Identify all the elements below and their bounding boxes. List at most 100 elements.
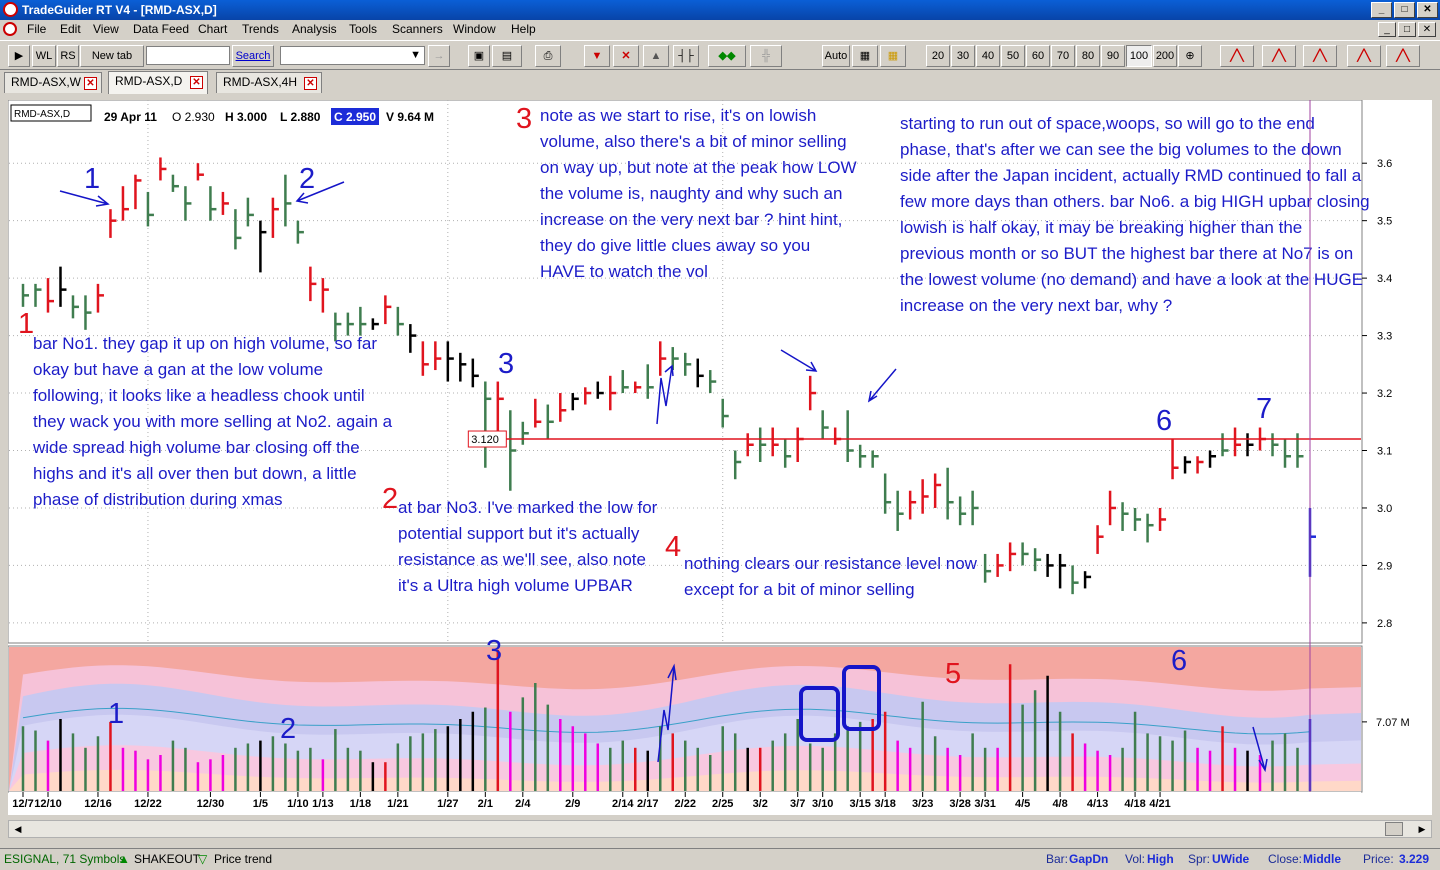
zoom-70-button[interactable]: 70 <box>1051 45 1075 67</box>
status-bar: ESIGNAL, 71 Symbols ▲ SHAKEOUT ▽ Price t… <box>0 848 1440 870</box>
zoom-20-button[interactable]: 20 <box>926 45 950 67</box>
mdi-restore-button[interactable]: □ <box>1398 22 1416 37</box>
search-dropdown[interactable]: ▼ <box>280 46 425 65</box>
annotation-number: 3 <box>498 348 514 380</box>
menu-window[interactable]: Window <box>453 22 496 36</box>
price-tick-label: 3.4 <box>1377 273 1392 285</box>
menu-view[interactable]: View <box>93 22 119 36</box>
zoom-50-button[interactable]: 50 <box>1001 45 1025 67</box>
mdi-minimize-button[interactable]: _ <box>1378 22 1396 37</box>
zoom-100-button[interactable]: 100 <box>1126 45 1152 67</box>
tab-rmd-4h[interactable]: RMD-ASX,4H ✕ <box>216 72 322 93</box>
bar-down-icon[interactable]: ▼ <box>584 45 610 67</box>
new-tab-button[interactable]: New tab <box>80 45 144 67</box>
price-volume-chart[interactable]: 3.63.53.43.33.23.13.02.92.87.07 M 12/7 12… <box>8 100 1432 815</box>
menu-data-feed[interactable]: Data Feed <box>133 22 190 36</box>
price-bar <box>696 358 704 388</box>
menu-trends[interactable]: Trends <box>242 22 279 36</box>
x-axis-labels: 12/7 12/10 12/16 12/22 12/30 1/5 1/10 1/13 1/18 1… <box>9 792 1361 810</box>
price-trend-icon: ▽ <box>198 852 208 866</box>
x-tick-label: 2/17 <box>637 798 658 810</box>
price-bar <box>1146 513 1154 543</box>
bar-updown-icon[interactable]: ✕ <box>613 45 639 67</box>
tab-rmd-daily[interactable]: RMD-ASX,D ✕ <box>108 71 208 94</box>
resistance-line: 3.120 <box>467 430 1361 448</box>
price-bar <box>171 174 179 192</box>
price-bar <box>121 186 129 221</box>
price-bar <box>1271 433 1279 457</box>
play-icon[interactable]: ▶ <box>8 45 30 67</box>
annotation-number: 2 <box>382 483 398 515</box>
wl-button[interactable]: WL <box>32 45 56 67</box>
price-bar <box>1108 490 1117 526</box>
scroll-thumb[interactable] <box>1385 822 1403 836</box>
ohlc-icon[interactable]: ┤├ <box>673 45 699 67</box>
price-bar <box>908 490 917 520</box>
menu-tools[interactable]: Tools <box>349 22 378 36</box>
close-icon[interactable]: ✕ <box>84 77 97 90</box>
zoom-80-button[interactable]: 80 <box>1076 45 1100 67</box>
go-icon[interactable]: → <box>428 45 450 67</box>
auto-button[interactable]: Auto <box>822 45 850 67</box>
scroll-right-icon[interactable]: ▶ <box>1418 824 1426 834</box>
annotation-number: 5 <box>945 658 961 690</box>
close-icon[interactable]: ✕ <box>190 76 203 89</box>
close-icon[interactable]: ✕ <box>304 77 317 90</box>
save-icon[interactable]: ▣ <box>468 45 490 67</box>
bar-neutral-icon[interactable]: ▲ <box>643 45 669 67</box>
volume-boxes <box>799 665 881 742</box>
window-title: TradeGuider RT V4 - [RMD-ASX,D] <box>22 3 217 17</box>
layout-icon[interactable]: ▦ <box>852 45 878 67</box>
price-bar <box>1046 553 1054 577</box>
trend5-icon[interactable]: ╱╲ <box>1386 45 1420 67</box>
price-bar <box>159 157 167 181</box>
zoom-60-button[interactable]: 60 <box>1026 45 1050 67</box>
menu-scanners[interactable]: Scanners <box>392 22 443 36</box>
print-icon[interactable]: ⎙ <box>535 45 561 67</box>
symbol-input[interactable] <box>146 46 230 65</box>
price-tick-label: 2.8 <box>1377 618 1392 630</box>
scroll-left-icon[interactable]: ◀ <box>14 824 22 834</box>
menu-edit[interactable]: Edit <box>60 22 81 36</box>
menu-chart[interactable]: Chart <box>198 22 228 36</box>
menu-help[interactable]: Help <box>511 22 536 36</box>
rs-button[interactable]: RS <box>57 45 79 67</box>
toolbar: ▶ WL RS New tab Search ▼ → ▣ ▤ ⎙ ▼ ✕ ▲ ┤… <box>0 40 1440 70</box>
price-bar <box>983 553 992 583</box>
price-bar <box>271 197 279 238</box>
trend3-icon[interactable]: ╱╲ <box>1303 45 1337 67</box>
price-bar <box>59 266 67 307</box>
annotation-number: 6 <box>1156 405 1172 437</box>
maximize-button[interactable]: □ <box>1394 2 1415 18</box>
menu-analysis[interactable]: Analysis <box>292 22 337 36</box>
close-button[interactable]: ✕ <box>1417 2 1438 18</box>
open-icon[interactable]: ▤ <box>492 45 522 67</box>
indicator-icon[interactable]: ◆◆ <box>708 45 746 67</box>
menu-file[interactable]: File <box>27 22 47 36</box>
horizontal-scrollbar[interactable]: ◀ ▶ <box>8 820 1432 838</box>
layout2-icon[interactable]: ▦ <box>880 45 906 67</box>
price-bar <box>758 427 767 462</box>
minimize-button[interactable]: _ <box>1371 2 1392 18</box>
annotation-text: note as we start to rise, it's on lowish… <box>540 106 857 281</box>
annotation-text: starting to run out of space,woops, so w… <box>900 114 1370 315</box>
mdi-close-button[interactable]: ✕ <box>1418 22 1436 37</box>
price-bar <box>246 197 254 227</box>
price-bar <box>396 306 404 336</box>
zoom-30-button[interactable]: 30 <box>951 45 975 67</box>
price-bar <box>309 266 317 302</box>
trend4-icon[interactable]: ╱╲ <box>1347 45 1381 67</box>
price-axis: 3.6 3.5 3.4 3.3 3.2 3.1 3.0 2.9 2.8 7.07 M <box>1362 158 1410 729</box>
trend1-icon[interactable]: ╱╲ <box>1220 45 1254 67</box>
search-button[interactable]: Search <box>232 45 274 67</box>
trend2-icon[interactable]: ╱╲ <box>1262 45 1296 67</box>
price-bar <box>659 341 667 376</box>
grid-icon[interactable]: ╬ <box>750 45 782 67</box>
zoom-icon[interactable]: ⊕ <box>1178 45 1202 67</box>
zoom-200-button[interactable]: 200 <box>1153 45 1177 67</box>
zoom-40-button[interactable]: 40 <box>976 45 1000 67</box>
price-bar <box>521 421 529 445</box>
tab-rmd-weekly[interactable]: RMD-ASX,W ✕ <box>4 72 102 93</box>
zoom-90-button[interactable]: 90 <box>1101 45 1125 67</box>
